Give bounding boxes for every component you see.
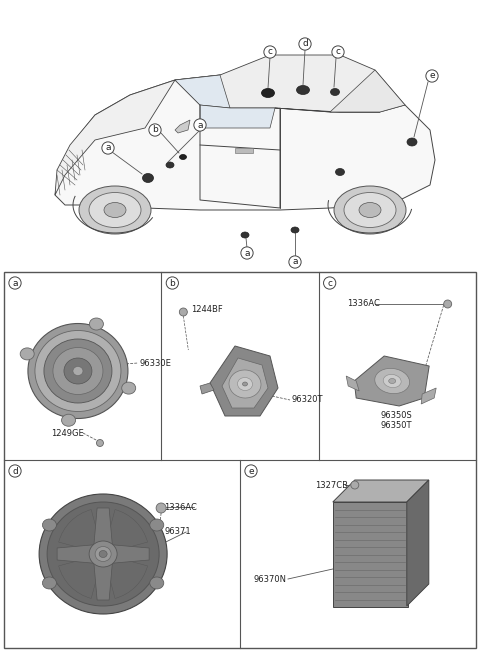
Text: a: a	[244, 248, 250, 258]
Ellipse shape	[291, 227, 299, 233]
Ellipse shape	[262, 89, 275, 97]
Ellipse shape	[89, 193, 141, 227]
Polygon shape	[200, 383, 214, 394]
Ellipse shape	[104, 202, 126, 217]
Ellipse shape	[383, 374, 401, 388]
Text: c: c	[327, 279, 332, 288]
Wedge shape	[103, 554, 147, 599]
Polygon shape	[421, 388, 436, 404]
Polygon shape	[222, 358, 268, 408]
Ellipse shape	[242, 382, 248, 386]
Text: 96370N: 96370N	[254, 574, 287, 583]
Ellipse shape	[331, 89, 339, 95]
Ellipse shape	[229, 370, 261, 398]
Text: a: a	[292, 258, 298, 267]
Ellipse shape	[238, 378, 252, 390]
Bar	[4, 272, 476, 648]
Wedge shape	[59, 510, 103, 554]
Wedge shape	[59, 554, 103, 599]
Polygon shape	[275, 108, 380, 112]
Ellipse shape	[44, 339, 112, 403]
Ellipse shape	[336, 168, 345, 175]
Text: 1244BF: 1244BF	[192, 306, 223, 315]
Ellipse shape	[42, 577, 57, 589]
Bar	[333, 502, 408, 607]
Text: 1327CB: 1327CB	[315, 480, 348, 489]
Ellipse shape	[20, 348, 34, 360]
Text: a: a	[105, 143, 111, 152]
Text: a: a	[197, 120, 203, 129]
Text: 96371: 96371	[164, 528, 191, 537]
Ellipse shape	[150, 519, 164, 531]
Ellipse shape	[344, 193, 396, 227]
Text: e: e	[429, 72, 435, 81]
Ellipse shape	[99, 551, 107, 558]
Polygon shape	[103, 544, 149, 564]
Text: c: c	[336, 47, 340, 57]
Polygon shape	[330, 70, 405, 112]
Text: 96350T: 96350T	[381, 422, 412, 430]
Ellipse shape	[47, 502, 159, 606]
Bar	[235, 148, 253, 153]
Ellipse shape	[73, 367, 83, 376]
Ellipse shape	[389, 378, 396, 384]
Circle shape	[444, 300, 452, 308]
Text: d: d	[12, 466, 18, 476]
Polygon shape	[210, 346, 278, 416]
Circle shape	[156, 503, 166, 513]
Ellipse shape	[28, 323, 128, 419]
Ellipse shape	[359, 202, 381, 217]
Ellipse shape	[79, 186, 151, 234]
Text: e: e	[248, 466, 254, 476]
Ellipse shape	[334, 186, 406, 234]
Text: a: a	[12, 279, 18, 288]
Text: 96320T: 96320T	[292, 394, 324, 403]
Circle shape	[180, 308, 187, 316]
Polygon shape	[333, 480, 429, 502]
Ellipse shape	[95, 547, 111, 562]
Polygon shape	[175, 75, 230, 108]
Ellipse shape	[35, 330, 121, 411]
Polygon shape	[55, 80, 175, 195]
Polygon shape	[57, 544, 103, 564]
Polygon shape	[346, 376, 359, 391]
Ellipse shape	[53, 348, 103, 394]
Ellipse shape	[89, 541, 117, 567]
Ellipse shape	[122, 382, 136, 394]
Polygon shape	[407, 480, 429, 606]
Polygon shape	[93, 554, 113, 600]
Text: 96350S: 96350S	[380, 411, 412, 420]
Text: b: b	[169, 279, 175, 288]
Ellipse shape	[375, 369, 409, 394]
Polygon shape	[93, 508, 113, 554]
Text: 1336AC: 1336AC	[347, 300, 380, 309]
Wedge shape	[103, 510, 147, 554]
Ellipse shape	[180, 154, 187, 160]
Polygon shape	[55, 75, 435, 210]
Ellipse shape	[297, 85, 310, 95]
Text: 96330E: 96330E	[140, 359, 172, 367]
Polygon shape	[200, 105, 275, 128]
Ellipse shape	[166, 162, 174, 168]
Circle shape	[96, 440, 104, 447]
Circle shape	[351, 481, 359, 489]
Text: 1249GE: 1249GE	[51, 428, 84, 438]
Text: c: c	[267, 47, 273, 57]
Ellipse shape	[143, 173, 154, 183]
Text: d: d	[302, 39, 308, 49]
Ellipse shape	[64, 358, 92, 384]
Text: 1336AC: 1336AC	[164, 503, 197, 512]
Text: b: b	[152, 125, 158, 135]
Polygon shape	[175, 120, 190, 133]
Ellipse shape	[241, 232, 249, 238]
Ellipse shape	[61, 415, 75, 426]
Ellipse shape	[42, 519, 57, 531]
Polygon shape	[175, 55, 405, 112]
Polygon shape	[354, 356, 429, 406]
Ellipse shape	[39, 494, 167, 614]
Ellipse shape	[150, 577, 164, 589]
Ellipse shape	[89, 318, 103, 330]
Ellipse shape	[407, 138, 417, 146]
